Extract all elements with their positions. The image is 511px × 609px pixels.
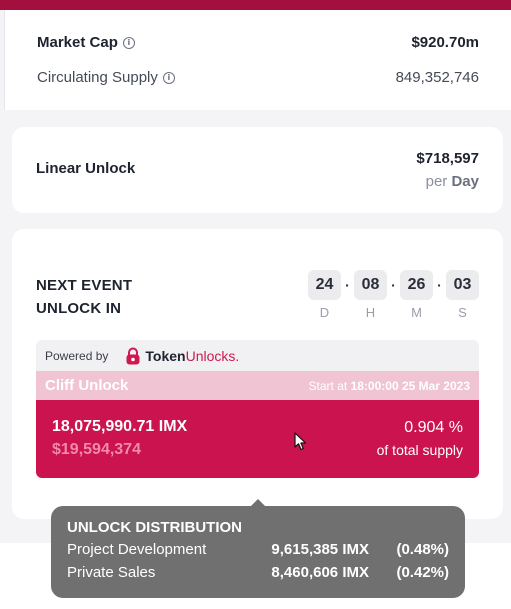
cliff-unlock-header: Cliff Unlock Start at 18:00:00 25 Mar 20… xyxy=(36,371,479,400)
market-cap-label: Market Cap xyxy=(37,34,118,51)
powered-by-bar: Powered by TokenUnlocks. xyxy=(36,340,479,371)
unlock-distribution-tooltip: UNLOCK DISTRIBUTION Project Development … xyxy=(51,506,465,598)
circulating-supply-label: Circulating Supply xyxy=(37,69,158,86)
tokenunlocks-logo[interactable]: TokenUnlocks. xyxy=(125,347,239,365)
circulating-supply-value: 849,352,746 xyxy=(395,69,479,86)
cliff-unlock-supply-label: of total supply xyxy=(376,442,463,458)
market-info-card: Market Cap i $920.70m Circulating Supply… xyxy=(4,10,511,110)
mouse-cursor-icon xyxy=(294,432,307,451)
countdown-hours: 08 H xyxy=(354,270,387,320)
next-event-title: NEXT EVENT UNLOCK IN xyxy=(36,277,133,317)
linear-unlock-period: per Day xyxy=(425,173,479,190)
tooltip-row: Project Development 9,615,385 IMX (0.48%… xyxy=(67,541,449,558)
countdown-seconds: 03 S xyxy=(446,270,479,320)
cliff-unlock-percent: 0.904 % xyxy=(404,419,463,436)
cliff-unlock-amount: 18,075,990.71 IMX xyxy=(52,418,188,435)
countdown-minutes: 26 M xyxy=(400,270,433,320)
cliff-unlock-start: Start at 18:00:00 25 Mar 2023 xyxy=(308,378,470,393)
tooltip-arrow xyxy=(250,499,266,507)
tokenunlocks-lock-icon xyxy=(126,347,140,364)
cliff-unlock-title: Cliff Unlock xyxy=(45,377,129,394)
market-cap-value: $920.70m xyxy=(411,34,479,51)
info-icon[interactable]: i xyxy=(162,71,175,84)
tooltip-title: UNLOCK DISTRIBUTION xyxy=(67,519,242,536)
top-accent-bar xyxy=(0,0,511,10)
circulating-supply-row: Circulating Supply i 849,352,746 xyxy=(37,69,479,86)
powered-by-label: Powered by xyxy=(45,348,109,363)
next-event-card: NEXT EVENT UNLOCK IN 24 D · 08 H · 26 M … xyxy=(12,229,503,519)
linear-unlock-amount: $718,597 xyxy=(416,150,479,167)
tooltip-row: Private Sales 8,460,606 IMX (0.42%) xyxy=(67,564,449,581)
countdown-days: 24 D xyxy=(308,270,341,320)
countdown-separator: · xyxy=(345,277,350,293)
linear-unlock-label: Linear Unlock xyxy=(36,160,136,177)
cliff-unlock-usd: $19,594,374 xyxy=(52,441,141,458)
countdown-timer: 24 D · 08 H · 26 M · 03 S xyxy=(308,270,479,320)
countdown-separator: · xyxy=(437,277,442,293)
cliff-unlock-details[interactable]: 18,075,990.71 IMX $19,594,374 0.904 % of… xyxy=(36,400,479,478)
info-icon[interactable]: i xyxy=(122,36,135,49)
countdown-separator: · xyxy=(391,277,396,293)
linear-unlock-card: Linear Unlock $718,597 per Day xyxy=(12,127,503,213)
market-cap-row: Market Cap i $920.70m xyxy=(37,34,479,51)
